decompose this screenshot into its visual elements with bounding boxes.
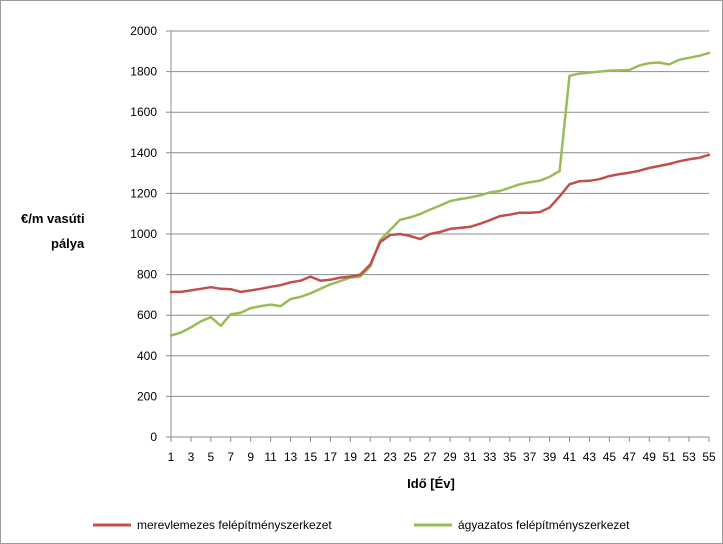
x-tick-label: 49 [643,450,657,464]
y-tick-label: 1000 [130,227,157,241]
x-tick-label: 51 [662,450,676,464]
legend-label-merevlemezes: merevlemezes felépítményszerkezet [137,518,332,532]
x-tick-label: 37 [523,450,537,464]
x-tick-label: 21 [364,450,378,464]
series-line-merevlemezes [169,153,711,294]
x-tick-label: 1 [168,450,175,464]
y-tick-label: 600 [137,308,157,322]
x-axis-title: Idő [Év] [407,476,455,491]
x-tick-label: 15 [304,450,318,464]
y-tick-label: 1400 [130,146,157,160]
x-tick-label: 41 [563,450,577,464]
x-axis-tick-labels: 1 3 5 7 9 11 13 15 17 19 21 23 25 27 29 31 33 35 37 39 41 43 4… [168,437,716,464]
x-tick-label: 43 [583,450,597,464]
y-axis-tick-labels: 0 200 400 600 800 1000 1200 1400 1600 1800 2000 [130,24,171,444]
x-tick-label: 39 [543,450,557,464]
y-tick-label: 800 [137,268,157,282]
legend: merevlemezes felépítményszerkezet ágyaza… [93,518,630,532]
x-tick-label: 31 [463,450,477,464]
x-tick-label: 53 [682,450,696,464]
series-line-agyazatos [169,51,711,337]
x-tick-label: 23 [384,450,398,464]
y-axis-title-line-2: pálya [51,236,85,251]
x-tick-label: 7 [227,450,234,464]
x-tick-label: 13 [284,450,298,464]
x-tick-label: 5 [208,450,215,464]
x-tick-label: 33 [483,450,497,464]
y-tick-label: 2000 [130,24,157,38]
y-tick-label: 1600 [130,105,157,119]
x-tick-label: 9 [247,450,254,464]
x-tick-label: 3 [188,450,195,464]
x-tick-label: 11 [264,450,277,464]
x-tick-label: 27 [423,450,437,464]
x-tick-label: 55 [702,450,716,464]
series-layer [169,51,711,337]
y-tick-label: 0 [150,430,157,444]
y-tick-label: 1200 [130,186,157,200]
gridlines [171,30,709,397]
y-tick-label: 1800 [130,65,157,79]
x-tick-label: 35 [503,450,517,464]
y-tick-label: 200 [137,389,157,403]
legend-label-agyazatos: ágyazatos felépítményszerkezet [458,518,630,532]
x-tick-label: 29 [443,450,457,464]
x-tick-label: 47 [623,450,637,464]
x-tick-label: 45 [603,450,617,464]
y-axis-title-line-1: €/m vasúti [21,211,85,226]
x-tick-label: 17 [324,450,338,464]
x-tick-label: 25 [403,450,417,464]
x-tick-label: 19 [344,450,358,464]
y-tick-label: 400 [137,349,157,363]
